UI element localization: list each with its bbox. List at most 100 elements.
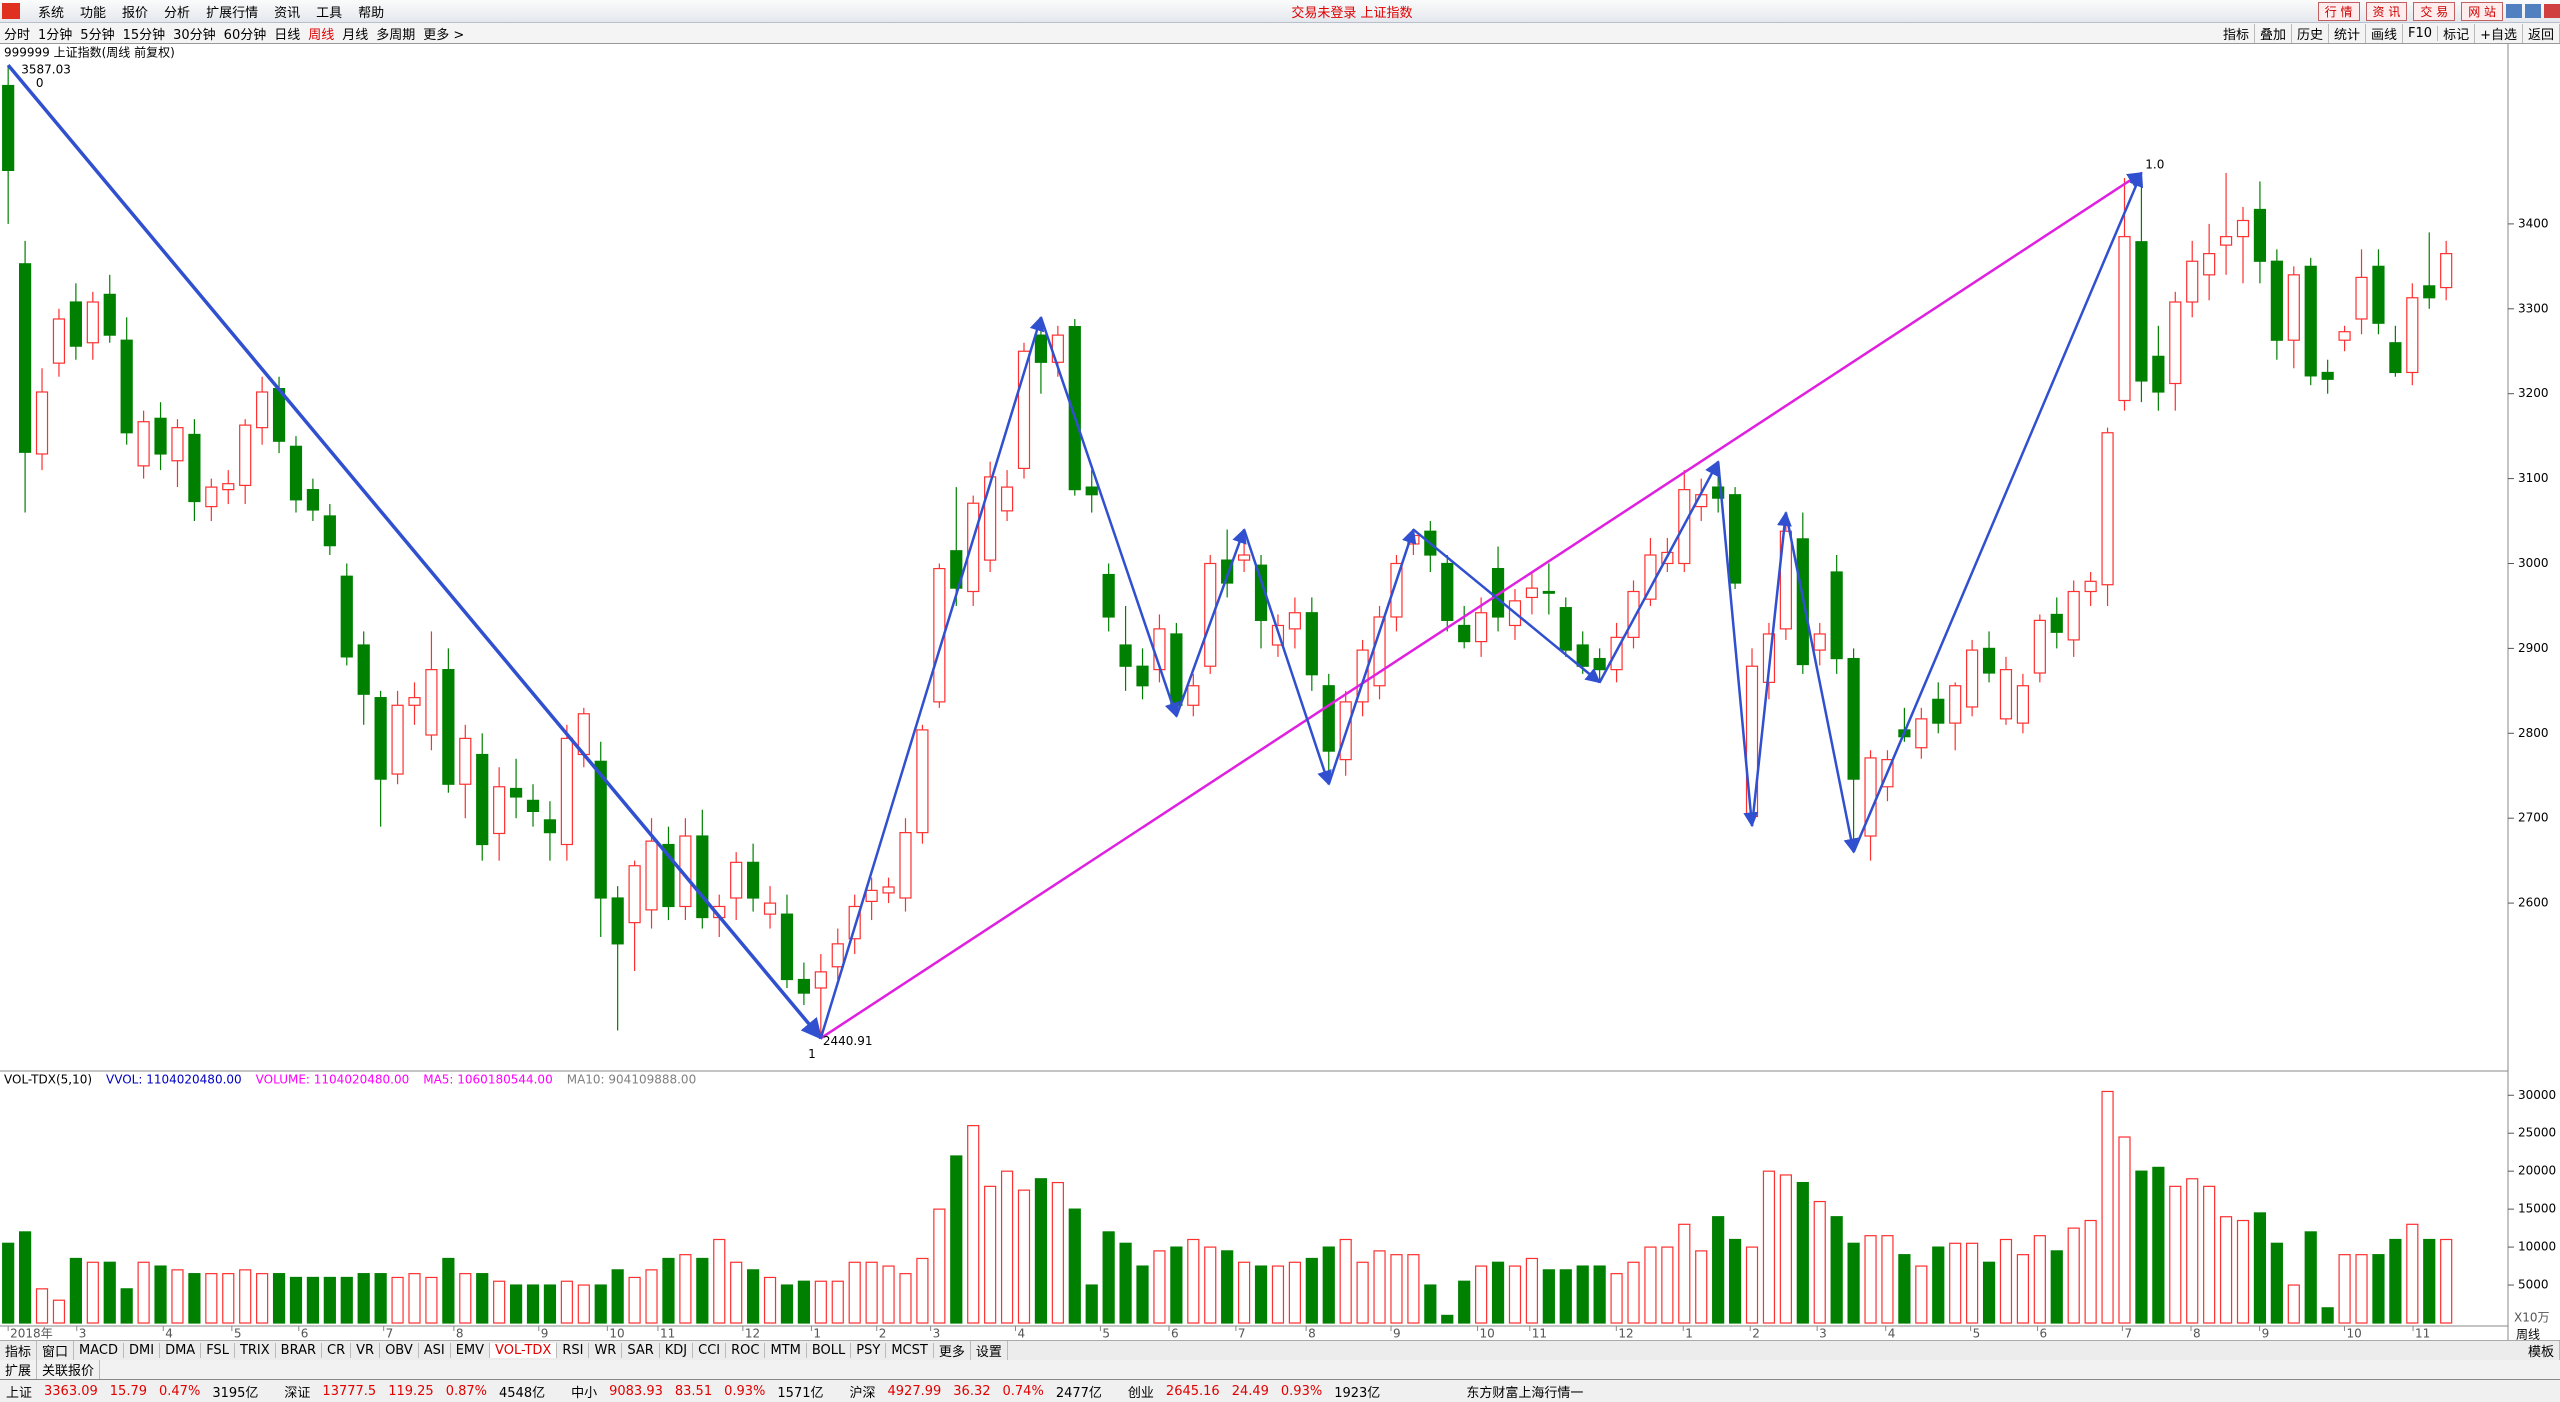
volume-bar <box>1017 1189 1031 1324</box>
candle-body <box>154 417 167 455</box>
indicator-tab[interactable]: DMI <box>124 1343 161 1358</box>
indicator-tab[interactable]: 更多 <box>934 1341 971 1360</box>
menu-item[interactable]: 扩展行情 <box>206 5 259 21</box>
volume-bar <box>18 1231 32 1324</box>
volume-bar <box>933 1208 946 1324</box>
tool-button[interactable]: 标记 <box>2438 23 2476 43</box>
period-button[interactable]: 周线 <box>308 27 335 43</box>
volume-bar <box>1508 1265 1522 1324</box>
volume-bar <box>1881 1235 1894 1324</box>
period-button[interactable]: 60分钟 <box>223 27 267 43</box>
volume-bar <box>1271 1265 1285 1324</box>
tool-button[interactable]: 画线 <box>2366 23 2404 43</box>
indicator-tab[interactable]: MACD <box>74 1343 124 1358</box>
sub-tab[interactable]: 扩展 <box>0 1360 38 1379</box>
volume-legend: VVOL: 1104020480.00 <box>106 1073 242 1087</box>
period-button[interactable]: 更多 > <box>423 27 465 43</box>
x-tick-label: 10 <box>609 1327 624 1341</box>
indicator-tab[interactable]: CR <box>322 1343 352 1358</box>
volume-bar <box>899 1273 912 1324</box>
period-button[interactable]: 日线 <box>274 27 301 43</box>
indicator-tab[interactable]: VOL-TDX <box>490 1343 558 1358</box>
volume-bar <box>747 1269 760 1324</box>
tool-button[interactable]: 返回 <box>2523 23 2560 43</box>
indicator-tab[interactable]: EMV <box>451 1343 491 1358</box>
indicator-tab[interactable]: MCST <box>886 1343 934 1358</box>
period-button[interactable]: 30分钟 <box>173 27 216 43</box>
top-button[interactable]: 行 情 <box>2317 1 2360 21</box>
period-button[interactable]: 5分钟 <box>80 27 115 43</box>
volume-bar <box>848 1261 861 1324</box>
indicator-tab[interactable]: WR <box>589 1343 623 1358</box>
indicator-tab[interactable]: ASI <box>419 1343 451 1358</box>
indicator-tab[interactable]: BRAR <box>276 1343 323 1358</box>
indicator-tab[interactable]: VR <box>351 1343 381 1358</box>
window-button[interactable] <box>2544 4 2560 18</box>
tool-button[interactable]: +自选 <box>2475 23 2523 43</box>
candle-body <box>493 786 506 835</box>
window-button[interactable] <box>2525 4 2542 18</box>
sub-tab[interactable]: 关联报价 <box>37 1360 101 1379</box>
volume-bar <box>763 1276 777 1324</box>
indicator-tab[interactable]: SAR <box>622 1343 660 1358</box>
volume-legend: MA10: 904109888.00 <box>567 1073 697 1087</box>
candle-body <box>1458 624 1471 643</box>
period-button[interactable]: 分时 <box>4 27 31 43</box>
tool-button[interactable]: 统计 <box>2329 23 2367 43</box>
indicator-tab[interactable]: KDJ <box>660 1343 694 1358</box>
indicator-tab[interactable]: OBV <box>380 1343 419 1358</box>
menu-item[interactable]: 帮助 <box>358 5 385 21</box>
indicator-tab[interactable]: ROC <box>726 1343 766 1358</box>
volume-bar <box>1593 1265 1606 1324</box>
tool-button[interactable]: 叠加 <box>2255 23 2292 43</box>
indicator-tab[interactable]: 设置 <box>971 1341 1008 1360</box>
indicator-tab[interactable]: 指标 <box>0 1341 38 1360</box>
indicator-tab[interactable]: CCI <box>693 1343 727 1358</box>
indicator-tab[interactable]: FSL <box>201 1343 235 1358</box>
indicator-tab[interactable]: MTM <box>765 1343 807 1358</box>
y-tick-label: 30000 <box>2518 1088 2556 1102</box>
top-button[interactable]: 交 易 <box>2413 1 2456 21</box>
candle-body <box>916 729 929 834</box>
indicator-tab[interactable]: BOLL <box>807 1343 852 1358</box>
period-button[interactable]: 15分钟 <box>122 27 166 43</box>
indicator-tab[interactable]: TRIX <box>235 1343 276 1358</box>
menu-item[interactable]: 资讯 <box>274 5 301 21</box>
menu-item[interactable]: 工具 <box>316 5 343 21</box>
menu-item[interactable]: 功能 <box>80 5 107 21</box>
period-button[interactable]: 1分钟 <box>38 27 73 43</box>
volume-bar <box>256 1273 269 1324</box>
volume-bar <box>696 1257 709 1324</box>
ticker-field: 0.87% <box>445 1383 487 1399</box>
menu-item[interactable]: 分析 <box>164 5 191 21</box>
candle-body <box>374 697 387 780</box>
volume-bar <box>984 1185 997 1324</box>
menu-item[interactable]: 系统 <box>38 5 65 21</box>
zigzag-line <box>1716 461 1759 828</box>
indicator-tab[interactable]: RSI <box>557 1343 590 1358</box>
indicator-tab[interactable]: 窗口 <box>37 1341 75 1360</box>
x-tick-label: 1 <box>1685 1327 1693 1341</box>
period-button[interactable]: 月线 <box>342 27 369 43</box>
tool-button[interactable]: 历史 <box>2292 23 2329 43</box>
indicator-tab[interactable]: PSY <box>851 1343 887 1358</box>
volume-bar <box>1678 1223 1691 1324</box>
window-button[interactable] <box>2506 4 2523 18</box>
tool-button[interactable]: F10 <box>2403 25 2439 41</box>
top-button[interactable]: 资 讯 <box>2365 1 2408 21</box>
candle-body <box>1712 486 1725 499</box>
indicator-tab[interactable]: DMA <box>160 1343 202 1358</box>
menu-item[interactable]: 报价 <box>122 5 149 21</box>
x-tick-label: 11 <box>660 1327 675 1341</box>
candle-body <box>340 575 353 658</box>
candle-body <box>2016 685 2030 724</box>
tool-button[interactable]: 指标 <box>2218 23 2255 43</box>
period-button[interactable]: 多周期 <box>376 27 416 43</box>
top-button[interactable]: 网 站 <box>2461 1 2504 21</box>
volume-bar <box>442 1257 455 1324</box>
x-tick-label: 8 <box>1308 1327 1316 1341</box>
volume-bar <box>35 1288 49 1324</box>
volume-bar <box>1322 1246 1335 1324</box>
template-button[interactable]: 模板 <box>2523 1341 2560 1360</box>
candle-body <box>1915 718 1928 749</box>
